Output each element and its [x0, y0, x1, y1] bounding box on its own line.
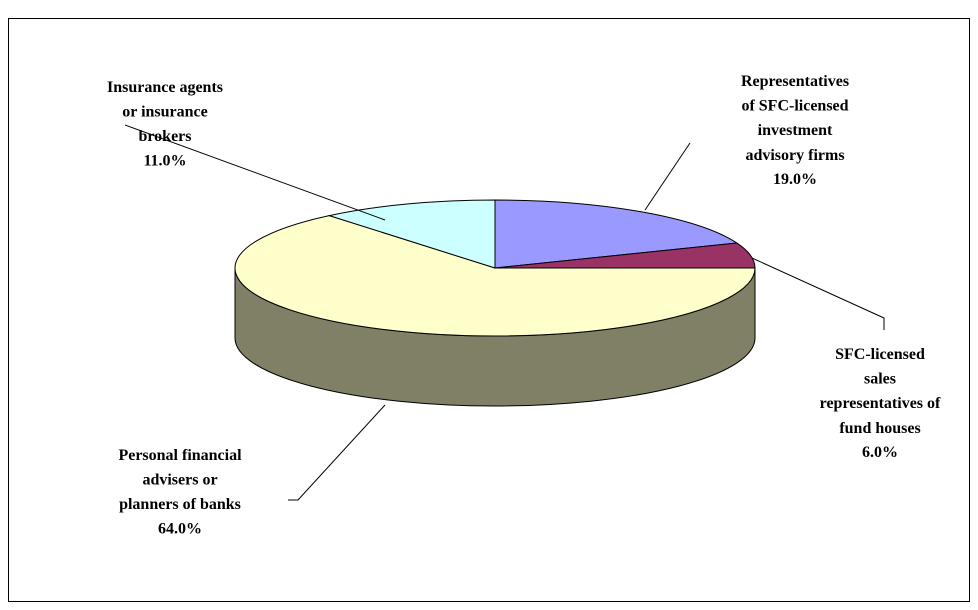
slice-label: Representatives of SFC-licensed investment…: [741, 73, 849, 164]
labels: Representatives of SFC-licensed investment…: [107, 73, 941, 538]
slice-value-label: 6.0%: [862, 444, 898, 461]
slice-value-label: 11.0%: [143, 152, 186, 169]
leader-line: [124, 124, 386, 221]
leader-line: [644, 142, 691, 211]
slice-label: Insurance agents or insurance brokers: [107, 79, 223, 145]
pie: [234, 199, 756, 407]
pie-slice: [234, 215, 756, 337]
slice-value-label: 19.0%: [773, 171, 817, 188]
leader-line: [288, 404, 386, 501]
leader-line: [751, 257, 885, 330]
pie-slice: [494, 199, 739, 269]
slice-label: SFC-licensed sales representatives of fund …: [820, 346, 941, 437]
pie-slice: [327, 199, 496, 269]
slice-label: Personal financial advisers or planners of…: [118, 447, 242, 513]
slice-value-label: 64.0%: [158, 520, 202, 537]
